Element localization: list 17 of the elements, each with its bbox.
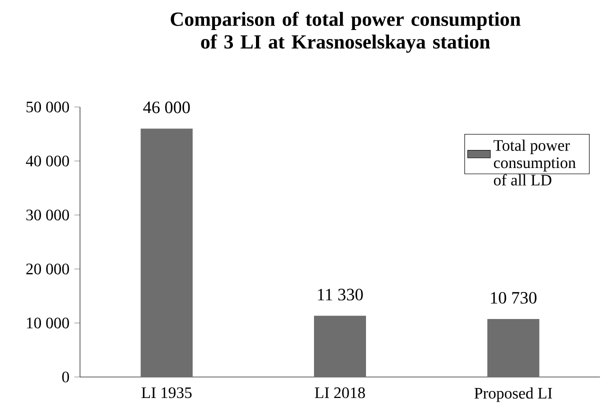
x-tick-label: Proposed LI [474, 387, 552, 402]
y-tick-label: 20 000 [26, 264, 69, 274]
bar [314, 316, 366, 377]
data-label: 11 330 [318, 288, 363, 300]
chart-title: Comparison of total power consumption of 3 LI at Krasnoselskaya station [170, 12, 521, 53]
bar [487, 319, 540, 377]
y-tick-label: 10 000 [27, 318, 69, 328]
y-tick-label: 30 000 [26, 210, 69, 220]
bar [140, 128, 193, 377]
x-tick-label: LI 1935 [142, 387, 192, 398]
data-label: 10 730 [491, 292, 536, 304]
y-tick-label: 40 000 [26, 156, 69, 166]
legend-label: Total power consumption of all LD [494, 140, 576, 186]
data-label: 46 000 [143, 102, 190, 114]
y-tick-label: 50 000 [26, 102, 69, 112]
y-tick-label: 0 [62, 372, 69, 382]
x-tick-label: LI 2018 [314, 387, 365, 398]
